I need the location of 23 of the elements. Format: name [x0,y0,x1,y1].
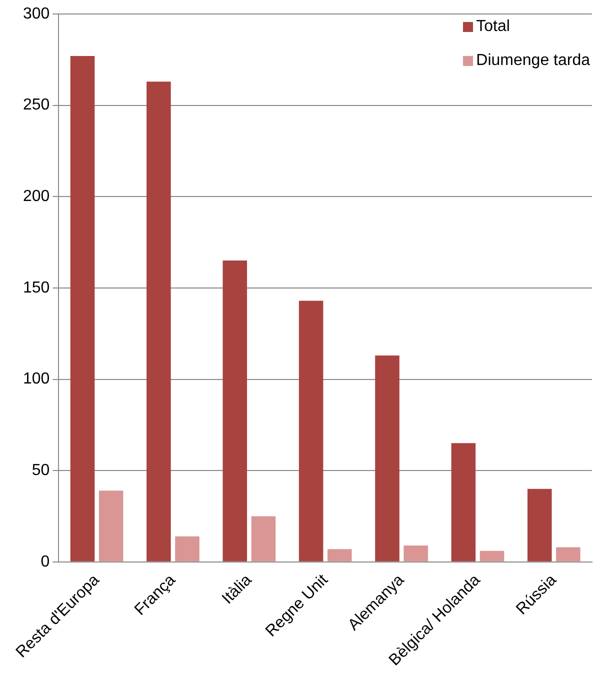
bar [146,82,171,562]
bar [175,536,200,562]
bar [527,488,552,562]
y-tick-label: 150 [22,279,50,296]
y-tick-label: 300 [22,5,50,22]
bar [98,490,124,562]
bar [251,516,276,562]
y-tick-label: 0 [40,553,50,570]
y-tick-label: 200 [22,188,50,206]
y-tick-label: 250 [22,96,50,114]
bar [298,300,324,562]
bar [404,545,428,562]
bar [556,547,580,562]
bar [327,549,352,562]
legend-label: Diumenge tarda [476,52,590,70]
y-tick-label: 100 [22,370,50,388]
legend-label: Total [476,18,510,36]
bar [222,260,248,562]
bar [375,356,400,562]
bar [451,443,476,562]
bar [70,56,95,562]
bar [480,550,504,562]
y-tick-label: 50 [32,462,50,479]
